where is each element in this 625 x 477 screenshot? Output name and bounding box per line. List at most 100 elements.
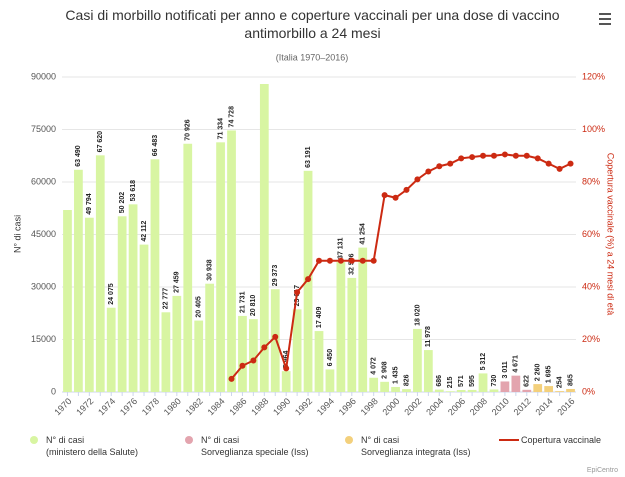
bar: [259, 84, 269, 392]
data-label: 29 373: [272, 265, 279, 287]
x-tick-label: 1982: [184, 396, 205, 417]
bar: [544, 386, 554, 392]
legend-label: N° di casi Sorveglianza integrata (Iss): [361, 435, 471, 457]
bar: [106, 307, 116, 392]
data-label: 50 202: [119, 192, 126, 214]
bar: [358, 247, 368, 392]
x-tick-label: 2002: [402, 396, 423, 417]
bar: [555, 391, 564, 392]
y2-tick-label: 120%: [582, 71, 605, 81]
legend-item[interactable]: N° di casi Sorveglianza integrata (Iss): [345, 434, 471, 458]
menu-bar[interactable]: [599, 13, 611, 15]
bar: [566, 388, 575, 392]
data-label: 70 926: [185, 119, 192, 141]
x-tick-label: 1996: [337, 396, 358, 417]
point: [501, 151, 508, 158]
data-label: 6 450: [327, 349, 334, 367]
bar: [63, 210, 72, 392]
data-label: 63 490: [75, 145, 82, 167]
y-tick-label: 75000: [31, 124, 56, 134]
y2-tick-label: 60%: [582, 229, 600, 239]
bar: [533, 384, 543, 392]
point: [458, 155, 465, 162]
y-tick-label: 30000: [31, 281, 56, 291]
legend-item[interactable]: N° di casi Sorveglianza speciale (Iss): [185, 434, 309, 458]
x-tick-label: 1974: [96, 396, 117, 417]
data-label: 22 777: [163, 288, 170, 310]
point: [436, 163, 443, 170]
data-label: 865: [567, 374, 574, 386]
bar: [413, 328, 422, 392]
legend-item[interactable]: Copertura vaccinale: [499, 434, 602, 446]
point: [316, 257, 322, 264]
bar: [369, 377, 379, 392]
point: [392, 194, 399, 201]
bar: [511, 375, 521, 392]
bar: [281, 371, 291, 392]
point: [370, 257, 377, 264]
data-label: 5 312: [480, 353, 487, 371]
bar: [380, 381, 389, 392]
bar: [161, 312, 171, 392]
data-label: 4 671: [513, 355, 520, 373]
bar: [402, 389, 411, 392]
point: [534, 155, 541, 162]
x-tick-label: 1994: [315, 396, 336, 417]
data-label: 3 011: [502, 361, 509, 378]
data-label: 24 075: [108, 283, 115, 305]
legend-swatch: [185, 436, 193, 444]
data-label: 2 260: [535, 363, 542, 381]
point: [403, 186, 410, 193]
menu-bar[interactable]: [599, 23, 611, 25]
point: [359, 257, 366, 264]
data-label: 595: [469, 375, 476, 387]
data-label: 41 254: [360, 223, 367, 245]
menu-bar[interactable]: [599, 18, 611, 20]
legend-label: N° di casi Sorveglianza speciale (Iss): [201, 435, 309, 457]
y2-tick-label: 0%: [582, 386, 595, 396]
x-tick-label: 2012: [512, 396, 533, 417]
menu-button[interactable]: [599, 13, 611, 25]
bar: [205, 283, 215, 392]
point: [512, 152, 519, 159]
chart-title: Casi di morbillo notificati per anno e c…: [65, 7, 560, 41]
data-label: 66 483: [152, 135, 159, 157]
line: [230, 153, 571, 380]
data-label: 49 794: [86, 193, 93, 215]
data-label: 18 020: [414, 304, 421, 326]
x-tick-label: 1986: [227, 396, 248, 417]
legend-label: Copertura vaccinale: [521, 435, 602, 445]
bar: [183, 143, 193, 392]
bar: [84, 217, 94, 392]
chart-subtitle: (Italia 1970–2016): [276, 52, 349, 62]
data-label: 571: [458, 375, 465, 387]
data-label: 11 978: [425, 326, 432, 347]
point: [469, 154, 476, 161]
data-label: 27 459: [174, 271, 181, 293]
point: [414, 176, 421, 183]
point: [294, 289, 301, 296]
data-label: 730: [491, 375, 498, 387]
x-tick-label: 1992: [293, 396, 314, 417]
data-label: 17 409: [316, 307, 323, 329]
data-label: 4 072: [371, 357, 378, 375]
bar: [128, 204, 138, 392]
legend-swatch: [499, 439, 519, 441]
bar: [336, 262, 346, 392]
bar: [467, 389, 477, 392]
data-label: 215: [447, 376, 454, 388]
data-label: 42 112: [141, 220, 148, 241]
legend-item[interactable]: N° di casi (ministero della Salute): [30, 434, 138, 458]
point: [239, 362, 246, 369]
bar: [347, 277, 357, 392]
point: [447, 160, 454, 167]
bar: [489, 389, 499, 392]
y2-tick-label: 80%: [582, 176, 600, 186]
data-label: 1 695: [546, 365, 553, 383]
x-tick-label: 1976: [118, 396, 139, 417]
bar: [292, 309, 302, 392]
point: [425, 168, 432, 175]
x-tick-label: 2014: [534, 396, 555, 417]
data-label: 32 596: [349, 253, 356, 275]
